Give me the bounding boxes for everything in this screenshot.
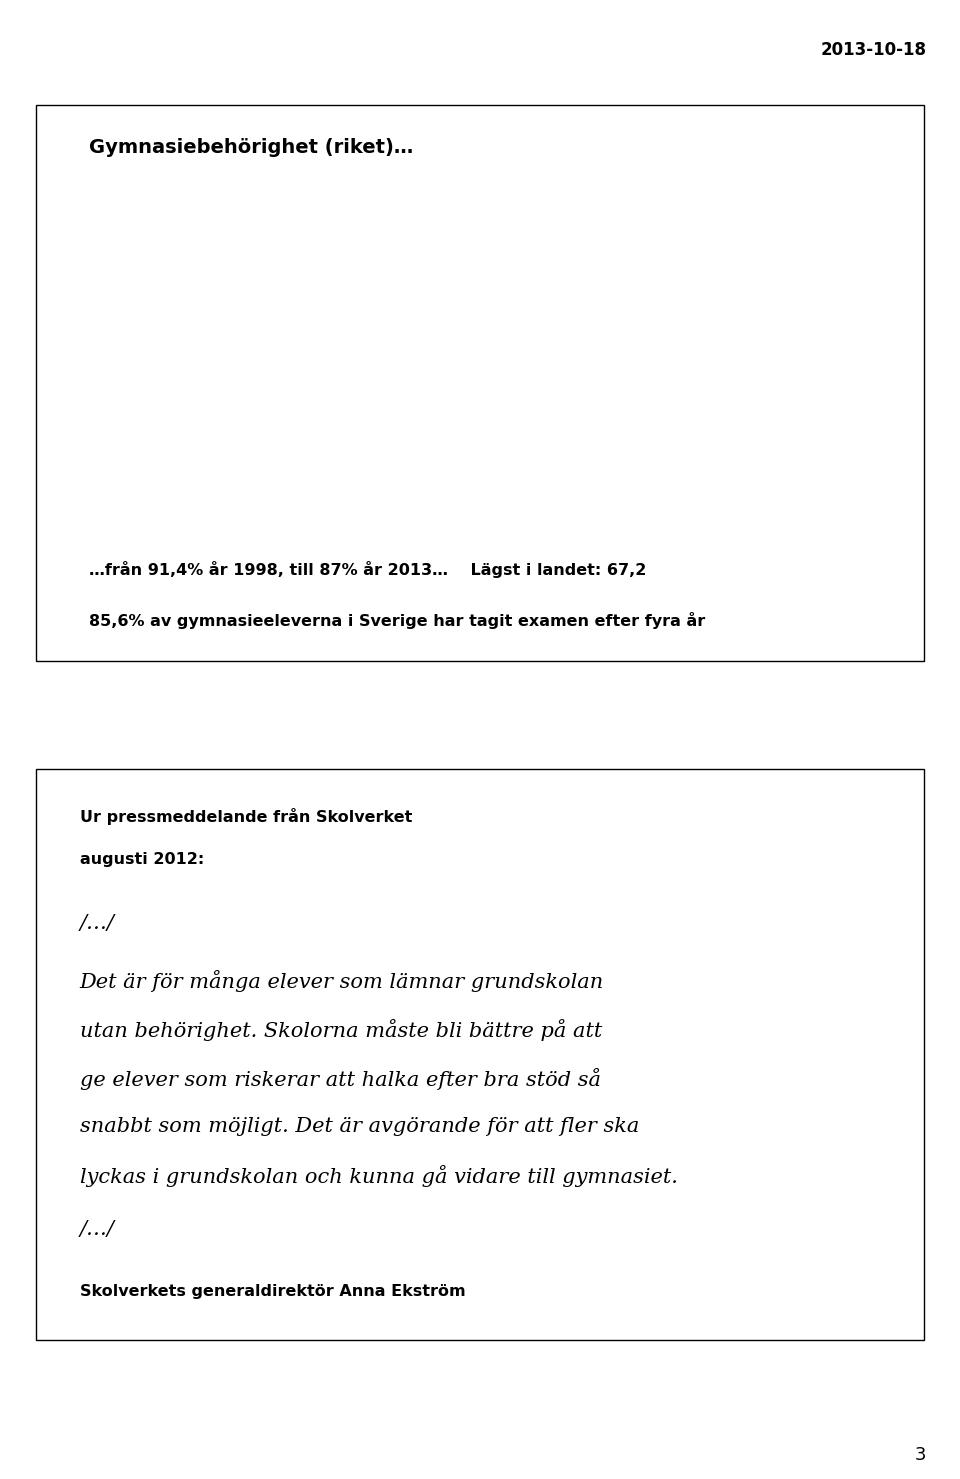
Text: Det är för många elever som lämnar grundskolan: Det är för många elever som lämnar grund… xyxy=(80,970,604,992)
Text: snabbt som möjligt. Det är avgörande för att fler ska: snabbt som möjligt. Det är avgörande för… xyxy=(80,1117,639,1136)
Text: augusti 2012:: augusti 2012: xyxy=(80,852,204,867)
Text: 85,6% av gymnasieeleverna i Sverige har tagit examen efter fyra år: 85,6% av gymnasieeleverna i Sverige har … xyxy=(89,612,706,629)
Text: 2013-10-18: 2013-10-18 xyxy=(821,41,926,59)
Text: ge elever som riskerar att halka efter bra stöd så: ge elever som riskerar att halka efter b… xyxy=(80,1068,601,1090)
Text: Ur pressmeddelande från Skolverket: Ur pressmeddelande från Skolverket xyxy=(80,808,412,824)
Text: 3: 3 xyxy=(915,1446,926,1464)
Text: /…/: /…/ xyxy=(80,914,114,933)
Text: Skolverkets generaldirektör Anna Ekström: Skolverkets generaldirektör Anna Ekström xyxy=(80,1284,466,1299)
Text: utan behörighet. Skolorna måste bli bättre på att: utan behörighet. Skolorna måste bli bätt… xyxy=(80,1019,602,1041)
Text: …från 91,4% år 1998, till 87% år 2013…    Lägst i landet: 67,2: …från 91,4% år 1998, till 87% år 2013… L… xyxy=(89,561,647,577)
Text: lyckas i grundskolan och kunna gå vidare till gymnasiet.: lyckas i grundskolan och kunna gå vidare… xyxy=(80,1165,678,1188)
Text: Gymnasiebehörighet (riket)…: Gymnasiebehörighet (riket)… xyxy=(89,138,414,157)
Text: /…/: /…/ xyxy=(80,1220,114,1239)
